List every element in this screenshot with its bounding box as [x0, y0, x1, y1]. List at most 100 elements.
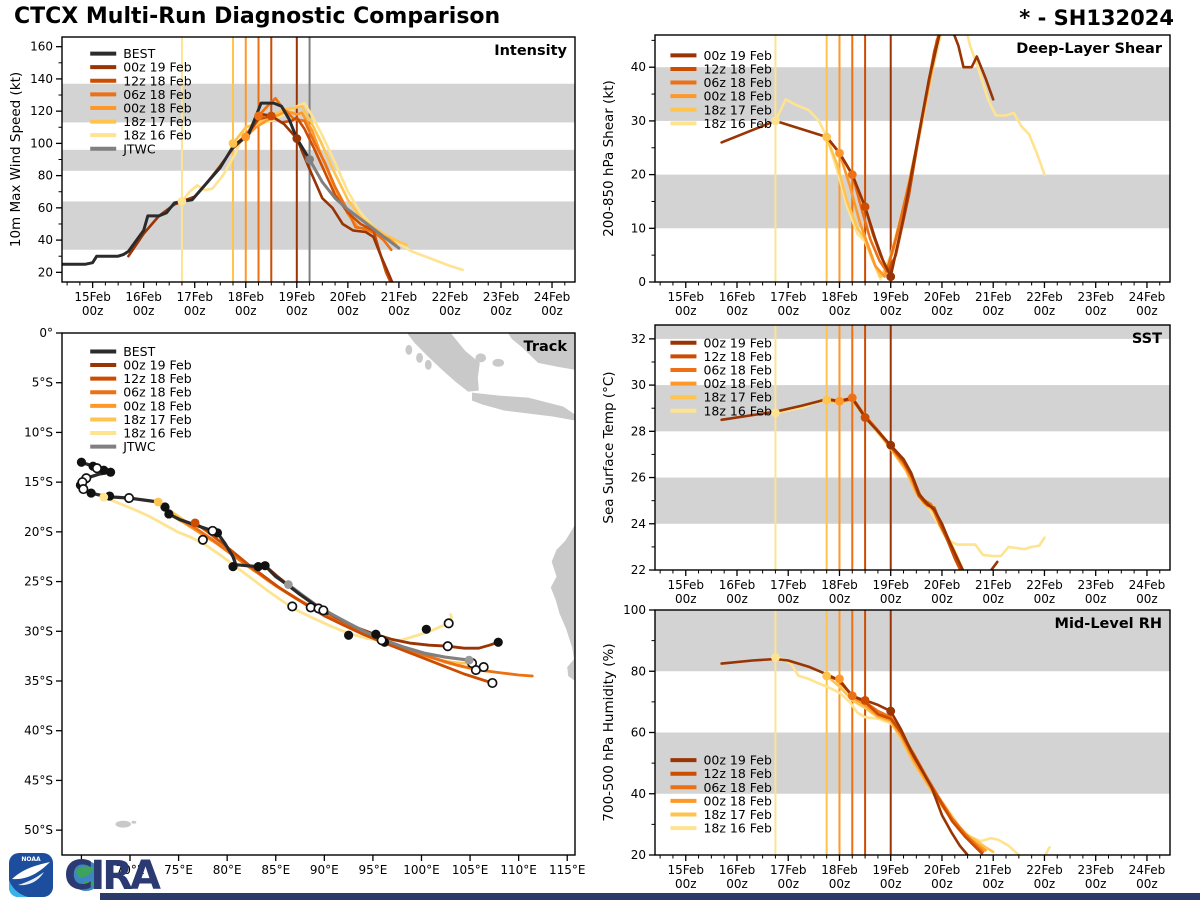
y-tick-label: 80 — [631, 664, 646, 678]
footer-logos: NOAA CIRA — [8, 852, 232, 898]
series-12z-18-feb — [825, 35, 941, 273]
x-tick-label: 100°E — [403, 863, 440, 877]
y-tick-label: 45°S — [24, 773, 53, 787]
legend-label: 00z 18 Feb — [123, 398, 192, 413]
x-tick-sublabel: 00z — [133, 304, 155, 318]
x-tick-label: 18Feb — [821, 578, 858, 592]
x-tick-sublabel: 00z — [982, 304, 1004, 318]
y-tick-label: 28 — [631, 424, 646, 438]
x-tick-label: 110°E — [500, 863, 537, 877]
series-best — [62, 101, 312, 266]
x-tick-label: 24Feb — [1129, 290, 1166, 304]
x-tick-label: 80°E — [213, 863, 242, 877]
series-18z-16-feb — [102, 495, 454, 643]
panel-label-rh: Mid-Level RH — [1055, 616, 1162, 632]
y-tick-label: 32 — [631, 332, 646, 346]
init-marker — [241, 132, 251, 142]
x-tick-sublabel: 00z — [1136, 592, 1158, 606]
series-06z-18-feb — [825, 35, 941, 273]
x-tick-label: 18Feb — [821, 290, 858, 304]
legend-label: 00z 18 Feb — [703, 89, 772, 104]
series-18z-17-feb — [825, 35, 940, 278]
panel-intensity: 15Feb00z16Feb00z17Feb00z18Feb00z19Feb00z… — [8, 36, 576, 318]
x-tick-sublabel: 00z — [726, 592, 748, 606]
legend-label: 18z 16 Feb — [703, 116, 772, 131]
x-tick-sublabel: 00z — [675, 304, 697, 318]
landmass — [550, 524, 575, 681]
x-tick-label: 19Feb — [279, 290, 316, 304]
y-tick-label: 25°S — [24, 575, 53, 589]
x-tick-label: 18Feb — [228, 290, 265, 304]
cira-logo: CIRA — [64, 853, 212, 898]
x-tick-sublabel: 00z — [675, 592, 697, 606]
track-marker — [123, 493, 135, 504]
track-marker — [493, 637, 503, 647]
x-tick-label: 22Feb — [432, 290, 469, 304]
x-tick-label: 15Feb — [74, 290, 111, 304]
y-axis-label: 10m Max Wind Speed (kt) — [8, 72, 24, 247]
x-tick-sublabel: 00z — [880, 592, 902, 606]
x-tick-label: 20Feb — [330, 290, 367, 304]
track-marker — [487, 677, 498, 689]
x-tick-label: 90°E — [310, 863, 339, 877]
y-tick-label: 10 — [631, 221, 646, 235]
x-tick-sublabel: 00z — [777, 304, 799, 318]
x-tick-label: 19Feb — [872, 863, 909, 877]
island — [131, 820, 137, 824]
track-marker — [91, 463, 103, 474]
x-tick-sublabel: 00z — [982, 592, 1004, 606]
y-tick-label: 26 — [631, 471, 646, 485]
x-tick-sublabel: 00z — [439, 304, 461, 318]
track-marker — [376, 635, 387, 646]
island — [424, 359, 432, 370]
series-12z-18-feb — [231, 114, 392, 282]
x-tick-label: 115°E — [549, 863, 586, 877]
island — [492, 358, 505, 367]
series-06z-18-feb — [231, 97, 393, 252]
legend-label: 00z 18 Feb — [703, 376, 772, 391]
init-marker — [153, 497, 163, 507]
plot-frame — [654, 34, 1171, 283]
legend-label: BEST — [123, 46, 155, 61]
storm-id-label: * - SH132024 — [1019, 6, 1174, 30]
x-tick-sublabel: 00z — [777, 877, 799, 891]
plot-frame — [61, 332, 576, 856]
legend-label: 12z 18 Feb — [703, 766, 772, 781]
y-tick-label: 20 — [631, 168, 646, 182]
noaa-logo: NOAA — [9, 853, 53, 897]
track-marker — [207, 525, 218, 536]
x-tick-sublabel: 00z — [931, 592, 953, 606]
series-18z-17-feb — [156, 500, 474, 665]
series-jtwc — [286, 582, 471, 662]
x-tick-sublabel: 00z — [1085, 304, 1107, 318]
y-axis-label: 700-500 hPa Humidity (%) — [601, 643, 617, 821]
x-tick-sublabel: 00z — [829, 877, 851, 891]
init-marker — [822, 132, 832, 142]
init-marker — [847, 691, 857, 701]
x-tick-label: 70°E — [116, 863, 145, 877]
init-marker — [886, 440, 896, 450]
x-tick-sublabel: 00z — [777, 592, 799, 606]
init-marker — [177, 197, 187, 206]
series-18z-16-feb — [180, 101, 465, 272]
track-marker — [287, 601, 298, 612]
x-tick-label: 16Feb — [719, 290, 756, 304]
category-band — [655, 385, 1170, 432]
legend-label: 06z 18 Feb — [703, 75, 772, 90]
init-marker — [847, 393, 857, 403]
x-tick-label: 23Feb — [1077, 290, 1114, 304]
x-tick-label: 23Feb — [1077, 863, 1114, 877]
plot-frame — [654, 324, 1171, 571]
island — [475, 353, 487, 363]
series-18z-16-feb-tail — [1043, 845, 1051, 855]
init-marker — [254, 111, 263, 121]
island — [405, 344, 413, 355]
legend-label: 00z 19 Feb — [123, 358, 192, 373]
series-00z-19-feb — [720, 35, 995, 278]
y-tick-label: 30 — [631, 114, 646, 128]
legend-label: 18z 16 Feb — [703, 403, 772, 418]
x-tick-sublabel: 00z — [1136, 304, 1158, 318]
x-tick-label: 15Feb — [667, 578, 704, 592]
x-tick-sublabel: 00z — [675, 877, 697, 891]
legend-label: 18z 16 Feb — [123, 128, 192, 143]
